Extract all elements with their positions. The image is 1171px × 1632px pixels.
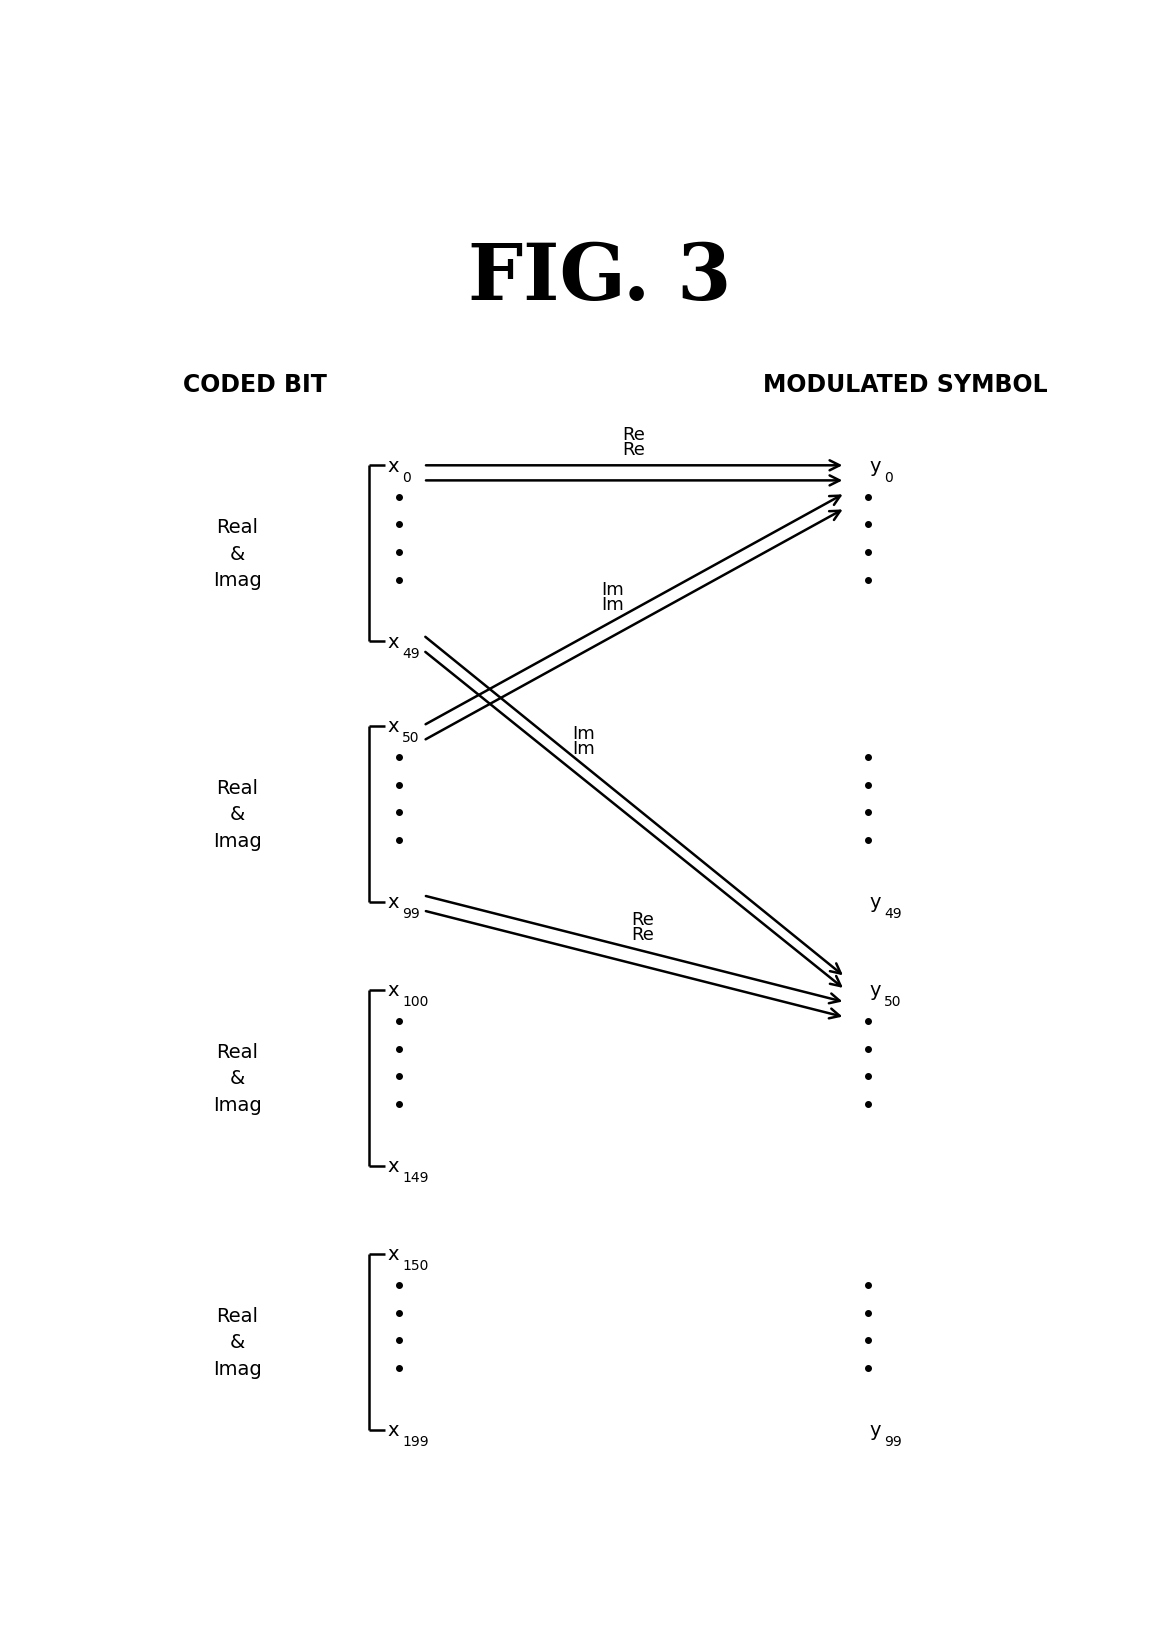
Text: x: x bbox=[388, 1420, 399, 1439]
Text: Re: Re bbox=[623, 441, 645, 459]
Text: Re: Re bbox=[623, 426, 645, 444]
Text: Real
&
Imag: Real & Imag bbox=[213, 1306, 261, 1377]
Text: FIG. 3: FIG. 3 bbox=[468, 240, 732, 315]
Text: Real
&
Imag: Real & Imag bbox=[213, 517, 261, 589]
Text: x: x bbox=[388, 981, 399, 999]
Text: Im: Im bbox=[602, 581, 624, 599]
Text: y: y bbox=[870, 457, 881, 475]
Text: 149: 149 bbox=[403, 1170, 429, 1185]
Text: y: y bbox=[870, 981, 881, 999]
Text: 100: 100 bbox=[403, 994, 429, 1009]
Text: 99: 99 bbox=[403, 906, 420, 920]
Text: Im: Im bbox=[573, 739, 595, 757]
Text: 50: 50 bbox=[884, 994, 902, 1009]
Text: 49: 49 bbox=[403, 646, 420, 661]
Text: x: x bbox=[388, 457, 399, 475]
Text: 99: 99 bbox=[884, 1435, 902, 1448]
Text: x: x bbox=[388, 1245, 399, 1263]
Text: 50: 50 bbox=[403, 731, 419, 744]
Text: 0: 0 bbox=[884, 470, 893, 485]
Text: 49: 49 bbox=[884, 906, 902, 920]
Text: Im: Im bbox=[573, 725, 595, 743]
Text: MODULATED SYMBOL: MODULATED SYMBOL bbox=[763, 372, 1048, 397]
Text: Re: Re bbox=[631, 911, 655, 929]
Text: Real
&
Imag: Real & Imag bbox=[213, 778, 261, 850]
Text: 199: 199 bbox=[403, 1435, 429, 1448]
Text: Real
&
Imag: Real & Imag bbox=[213, 1041, 261, 1115]
Text: y: y bbox=[870, 1420, 881, 1439]
Text: CODED BIT: CODED BIT bbox=[183, 372, 327, 397]
Text: y: y bbox=[870, 893, 881, 912]
Text: x: x bbox=[388, 1157, 399, 1175]
Text: Im: Im bbox=[602, 596, 624, 614]
Text: Re: Re bbox=[631, 925, 655, 943]
Text: x: x bbox=[388, 716, 399, 736]
Text: 0: 0 bbox=[403, 470, 411, 485]
Text: x: x bbox=[388, 893, 399, 912]
Text: x: x bbox=[388, 633, 399, 651]
Text: 150: 150 bbox=[403, 1258, 429, 1273]
